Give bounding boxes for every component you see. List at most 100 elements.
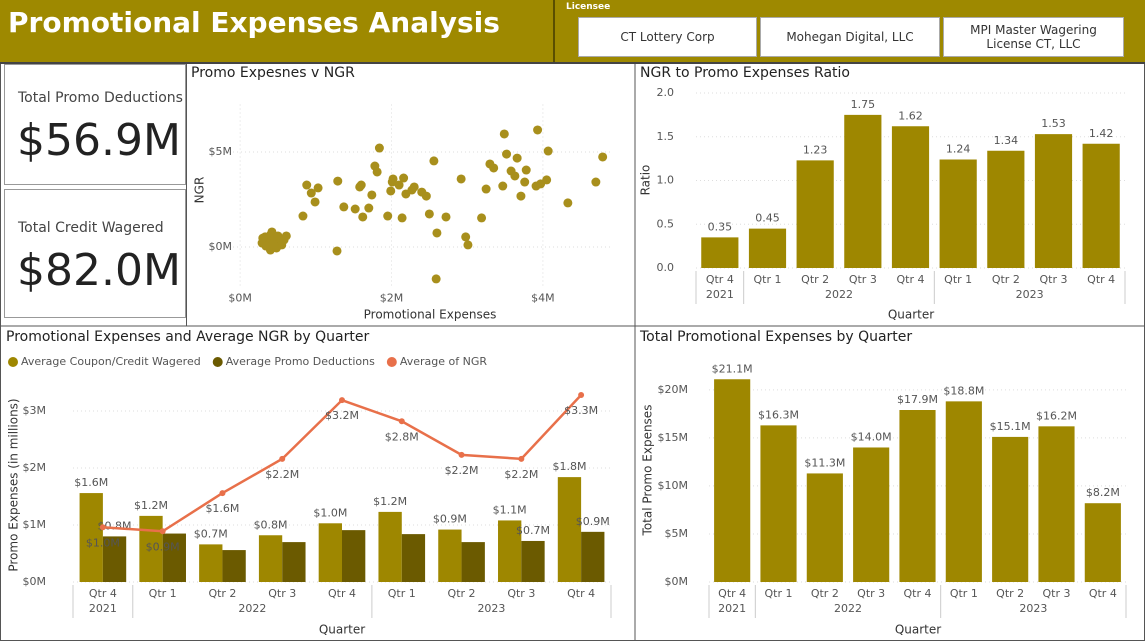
data-label: $1.6M bbox=[74, 476, 108, 489]
point bbox=[598, 152, 608, 162]
legend-label: Average Coupon/Credit Wagered bbox=[21, 355, 201, 368]
data-label: 1.23 bbox=[803, 143, 828, 156]
x-tick-label: Qtr 2 bbox=[448, 587, 476, 600]
data-label: 0.35 bbox=[708, 220, 733, 233]
x-tick-label: Qtr 2 bbox=[208, 587, 236, 600]
slicer-button[interactable]: Mohegan Digital, LLC bbox=[760, 17, 940, 57]
point bbox=[356, 180, 366, 190]
bar bbox=[342, 530, 366, 582]
bar bbox=[318, 523, 342, 582]
y-tick-label: $0M bbox=[665, 575, 689, 588]
point bbox=[258, 233, 268, 243]
x-tick-label: Qtr 4 bbox=[328, 587, 356, 600]
bar bbox=[258, 535, 283, 582]
y-tick-label: 1.5 bbox=[657, 130, 675, 143]
point bbox=[268, 239, 278, 249]
data-label: $0.8M bbox=[254, 518, 288, 531]
slicer-label: Licensee bbox=[566, 2, 611, 12]
x-tick-label: Qtr 4 bbox=[1087, 273, 1115, 286]
point bbox=[333, 176, 343, 186]
point bbox=[374, 143, 384, 153]
x-tick-label: Qtr 4 bbox=[706, 273, 734, 286]
point bbox=[591, 177, 601, 187]
kpi-card: Total Promo Deductions $56.9M bbox=[4, 64, 186, 185]
x-tick-label: Qtr 4 bbox=[904, 587, 932, 600]
x-tick-label: Qtr 4 bbox=[567, 587, 595, 600]
point bbox=[498, 181, 508, 191]
data-label: $15.1M bbox=[990, 420, 1031, 433]
bar bbox=[945, 401, 982, 582]
data-label: 1.75 bbox=[851, 98, 876, 111]
kpi-value: $82.0M bbox=[17, 245, 181, 296]
data-label: $14.0M bbox=[851, 430, 892, 443]
slicer-button[interactable]: CT Lottery Corp bbox=[578, 17, 757, 57]
y-tick-label: $10M bbox=[658, 479, 689, 492]
x-axis-title: Quarter bbox=[895, 623, 941, 637]
data-label: $8.2M bbox=[1086, 486, 1120, 499]
bar bbox=[282, 542, 306, 582]
bar bbox=[461, 542, 485, 582]
y-axis-title: NGR bbox=[193, 177, 207, 204]
data-label: $2.8M bbox=[385, 430, 419, 443]
chart-title: NGR to Promo Expenses Ratio bbox=[640, 65, 850, 81]
data-label: $0.9M bbox=[576, 515, 610, 528]
kpi-label: Total Credit Wagered bbox=[18, 220, 164, 236]
data-label: 1.53 bbox=[1041, 117, 1066, 130]
x-tick-label: Qtr 3 bbox=[849, 273, 877, 286]
x-tick-label: Qtr 1 bbox=[765, 587, 793, 600]
x-axis-title: Promotional Expenses bbox=[364, 308, 497, 322]
point bbox=[386, 186, 396, 196]
point bbox=[432, 228, 442, 238]
bar bbox=[939, 159, 977, 268]
point bbox=[463, 240, 473, 250]
y-tick-label: 0.5 bbox=[657, 217, 675, 230]
legend-marker bbox=[386, 357, 397, 367]
x-tick-label: Qtr 2 bbox=[801, 273, 829, 286]
point bbox=[298, 211, 308, 221]
x-tick-label: Qtr 1 bbox=[944, 273, 972, 286]
point bbox=[510, 171, 520, 181]
x-group-label: 2023 bbox=[1019, 602, 1047, 615]
data-label: $1.8M bbox=[552, 460, 586, 473]
bar bbox=[521, 540, 545, 582]
data-label: $2.2M bbox=[265, 468, 299, 481]
point bbox=[502, 149, 512, 159]
line-point bbox=[159, 528, 166, 535]
x-axis-title: Quarter bbox=[888, 308, 934, 322]
point bbox=[388, 174, 398, 184]
point bbox=[533, 125, 543, 135]
y-tick-label: $0M bbox=[23, 575, 47, 588]
point bbox=[332, 246, 342, 256]
y-tick-label: 0.0 bbox=[657, 261, 675, 274]
point bbox=[399, 173, 409, 183]
bar bbox=[222, 550, 246, 582]
line-point bbox=[279, 455, 286, 462]
y-tick-label: $3M bbox=[23, 404, 47, 417]
x-group-label: 2022 bbox=[825, 288, 853, 301]
line-point bbox=[578, 392, 585, 399]
bar bbox=[760, 425, 797, 582]
x-tick-label: Qtr 3 bbox=[1043, 587, 1071, 600]
data-label: $3.2M bbox=[325, 409, 359, 422]
data-label: $1.2M bbox=[373, 495, 407, 508]
x-tick-label: Qtr 1 bbox=[754, 273, 782, 286]
slicer-button[interactable]: MPI Master Wagering License CT, LLC bbox=[943, 17, 1124, 57]
line-point bbox=[219, 490, 226, 497]
data-label: $16.3M bbox=[758, 408, 799, 421]
bar bbox=[557, 477, 582, 582]
point bbox=[281, 231, 291, 241]
bar bbox=[401, 534, 426, 582]
data-label: 1.62 bbox=[898, 109, 923, 122]
x-group-label: 2021 bbox=[89, 602, 117, 615]
page-title: Promotional Expenses Analysis bbox=[8, 6, 500, 39]
data-label: $2.2M bbox=[445, 464, 479, 477]
x-tick-label: Qtr 4 bbox=[1089, 587, 1117, 600]
line-point bbox=[458, 451, 465, 458]
point bbox=[431, 274, 441, 284]
kpi-value: $56.9M bbox=[17, 115, 181, 166]
x-tick-label: Qtr 1 bbox=[950, 587, 978, 600]
x-tick-label: Qtr 2 bbox=[996, 587, 1024, 600]
line-point bbox=[518, 455, 525, 462]
